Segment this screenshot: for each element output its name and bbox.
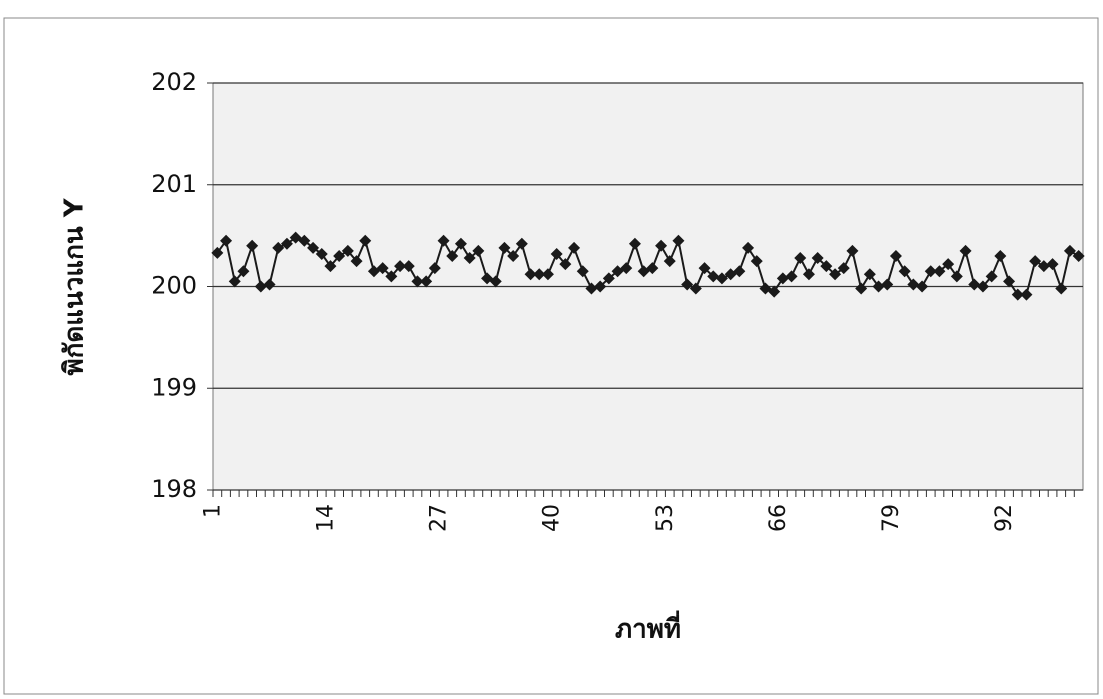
y-axis-title: พิกัดแนวแกน Y	[60, 197, 90, 375]
y-tick-label: 201	[151, 170, 197, 198]
x-tick-label: 66	[766, 504, 791, 532]
y-tick-label: 202	[151, 68, 197, 96]
chart: ภาพที่ พิกัดแนวแกน Y 198 199 200 201 202 1 14 2…	[0, 0, 1103, 699]
x-tick-label: 14	[313, 504, 338, 532]
y-tick-label: 198	[151, 475, 197, 503]
x-axis-title: ภาพที่	[615, 610, 681, 645]
x-tick-label: 92	[992, 504, 1017, 532]
x-tick-label: 40	[540, 504, 565, 532]
x-tick-label: 79	[879, 504, 904, 532]
x-tick-label: 27	[427, 504, 452, 532]
x-tick-label: 1	[200, 504, 225, 518]
y-tick-label: 199	[151, 373, 197, 401]
y-tick-label: 200	[151, 272, 197, 300]
x-tick-label: 53	[653, 504, 678, 532]
